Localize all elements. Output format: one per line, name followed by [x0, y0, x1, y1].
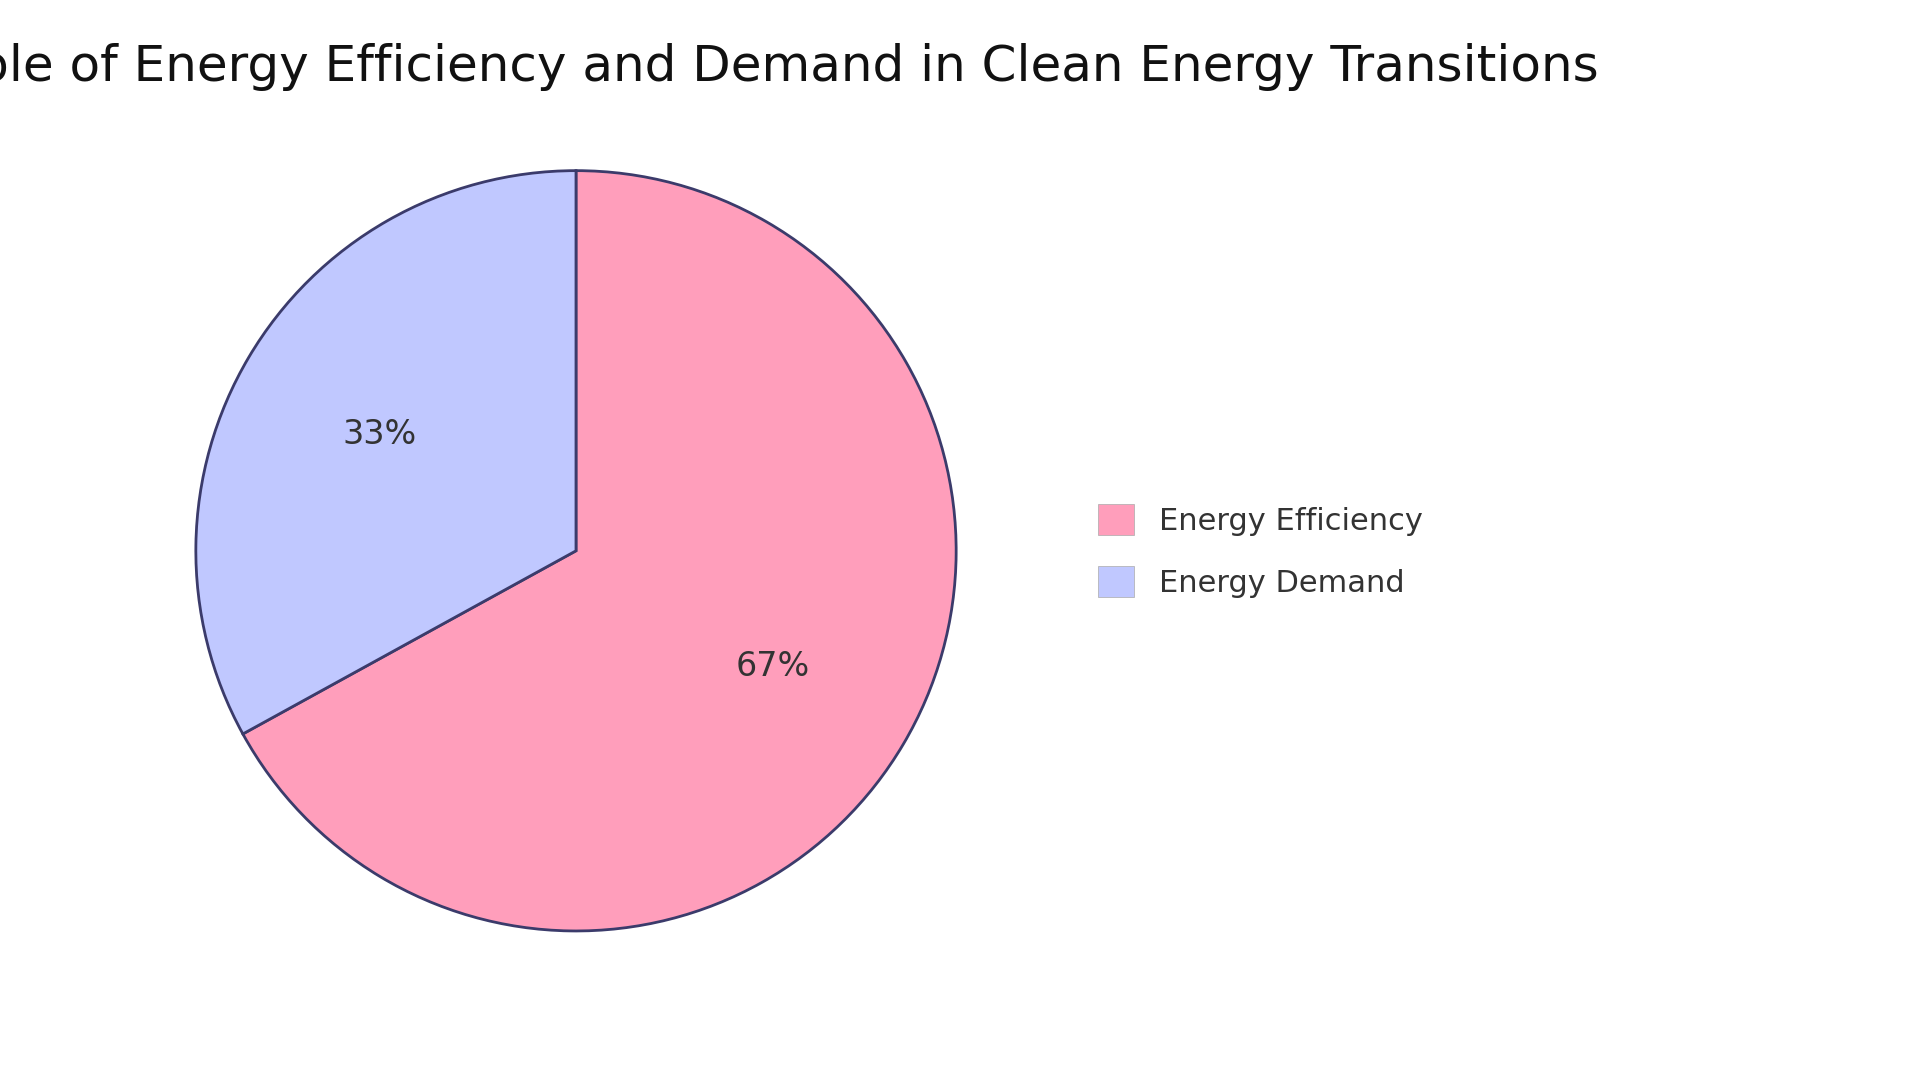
Wedge shape	[196, 171, 576, 734]
Wedge shape	[242, 171, 956, 931]
Text: 67%: 67%	[735, 650, 810, 684]
Text: The Role of Energy Efficiency and Demand in Clean Energy Transitions: The Role of Energy Efficiency and Demand…	[0, 43, 1599, 91]
Legend: Energy Efficiency, Energy Demand: Energy Efficiency, Energy Demand	[1085, 491, 1434, 610]
Text: 33%: 33%	[342, 418, 417, 451]
